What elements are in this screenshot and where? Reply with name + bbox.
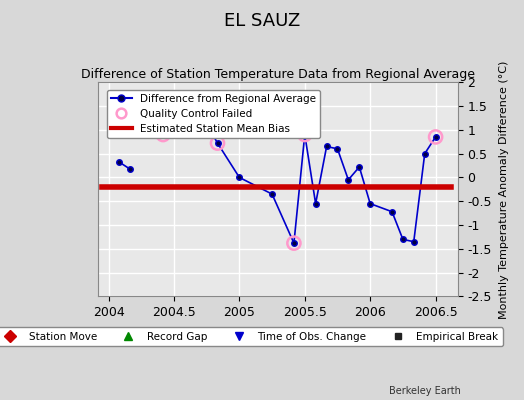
Text: Berkeley Earth: Berkeley Earth [389,386,461,396]
Y-axis label: Monthly Temperature Anomaly Difference (°C): Monthly Temperature Anomaly Difference (… [499,60,509,318]
Text: EL SAUZ: EL SAUZ [224,12,300,30]
Point [213,140,222,146]
Point [159,131,167,138]
Point [290,240,298,246]
Point [192,100,200,107]
Legend: Station Move, Record Gap, Time of Obs. Change, Empirical Break: Station Move, Record Gap, Time of Obs. C… [0,328,503,346]
Title: Difference of Station Temperature Data from Regional Average: Difference of Station Temperature Data f… [81,68,475,81]
Point [431,134,440,140]
Point [301,131,309,138]
